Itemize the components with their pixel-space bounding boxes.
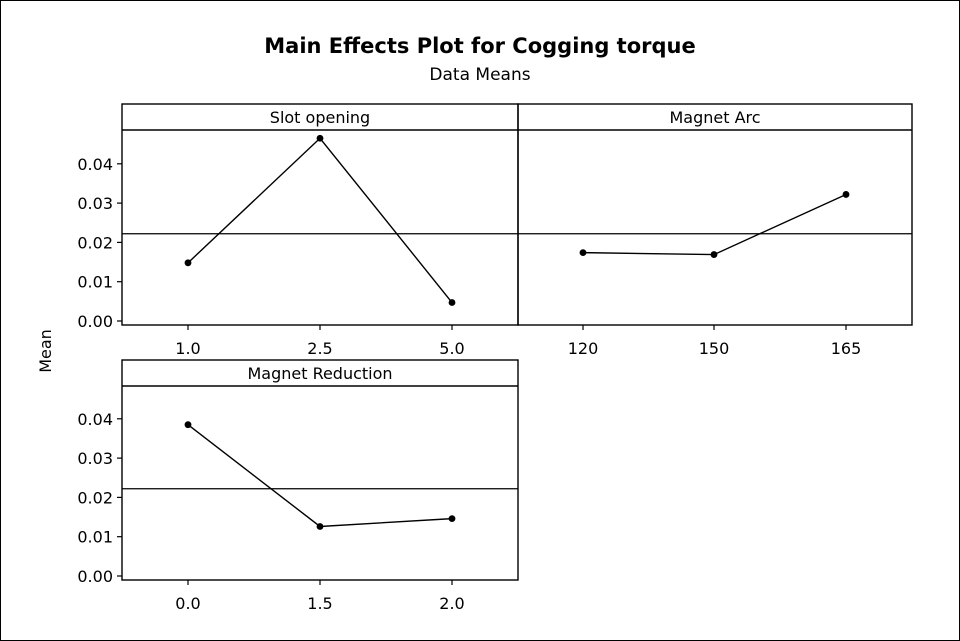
chart-subtitle: Data Means [429, 65, 531, 85]
x-tick-label: 1.5 [307, 594, 332, 613]
panel-magnet-reduction: Magnet Reduction 0.00 0.01 0.02 0.03 0.04 0.0 1… [77, 359, 519, 613]
x-tick-label: 165 [831, 339, 862, 358]
y-tick-label: 0.00 [77, 312, 113, 331]
x-tick-label: 0.0 [175, 594, 200, 613]
data-point [842, 191, 850, 198]
y-tick-label: 0.02 [77, 488, 113, 507]
panel-slot-opening: Slot opening 0.00 0.01 0.02 0.03 0.04 1.0 2.5 5.… [77, 103, 519, 358]
data-point [316, 523, 324, 530]
y-tick-label: 0.04 [77, 155, 113, 174]
plot-area: Slot opening 0.00 0.01 0.02 0.03 0.04 1.0 2.5 5.… [77, 103, 913, 613]
y-tick-label: 0.04 [77, 410, 113, 429]
x-tick-label: 120 [568, 339, 599, 358]
x-tick-label: 5.0 [439, 339, 464, 358]
y-tick-label: 0.00 [77, 567, 113, 586]
y-axis-label: Mean [36, 329, 55, 373]
panel-strip-label: Magnet Reduction [247, 364, 392, 383]
y-tick-label: 0.01 [77, 528, 113, 547]
y-tick-label: 0.02 [77, 233, 113, 252]
panel-magnet-arc: Magnet Arc 120 150 165 [517, 103, 913, 358]
data-point [184, 259, 192, 267]
data-point [710, 251, 718, 258]
panel-strip-label: Slot opening [270, 108, 370, 127]
x-tick-label: 2.0 [439, 594, 464, 613]
panel-strip-label: Magnet Arc [669, 108, 760, 127]
y-tick-label: 0.03 [77, 194, 113, 213]
series-line [187, 424, 453, 528]
series-line [187, 137, 453, 303]
x-tick-label: 2.5 [307, 339, 332, 358]
panel-frame [517, 103, 913, 326]
panel-frame [121, 359, 519, 581]
series-line [582, 193, 847, 256]
data-point [579, 249, 587, 257]
data-point [316, 134, 324, 142]
y-tick-label: 0.01 [77, 273, 113, 292]
chart-title: Main Effects Plot for Cogging torque [264, 34, 696, 58]
x-tick-label: 150 [699, 339, 730, 358]
data-point [184, 421, 192, 429]
x-tick-label: 1.0 [175, 339, 200, 358]
data-point [448, 515, 456, 523]
data-point [448, 299, 456, 306]
y-tick-label: 0.03 [77, 449, 113, 468]
